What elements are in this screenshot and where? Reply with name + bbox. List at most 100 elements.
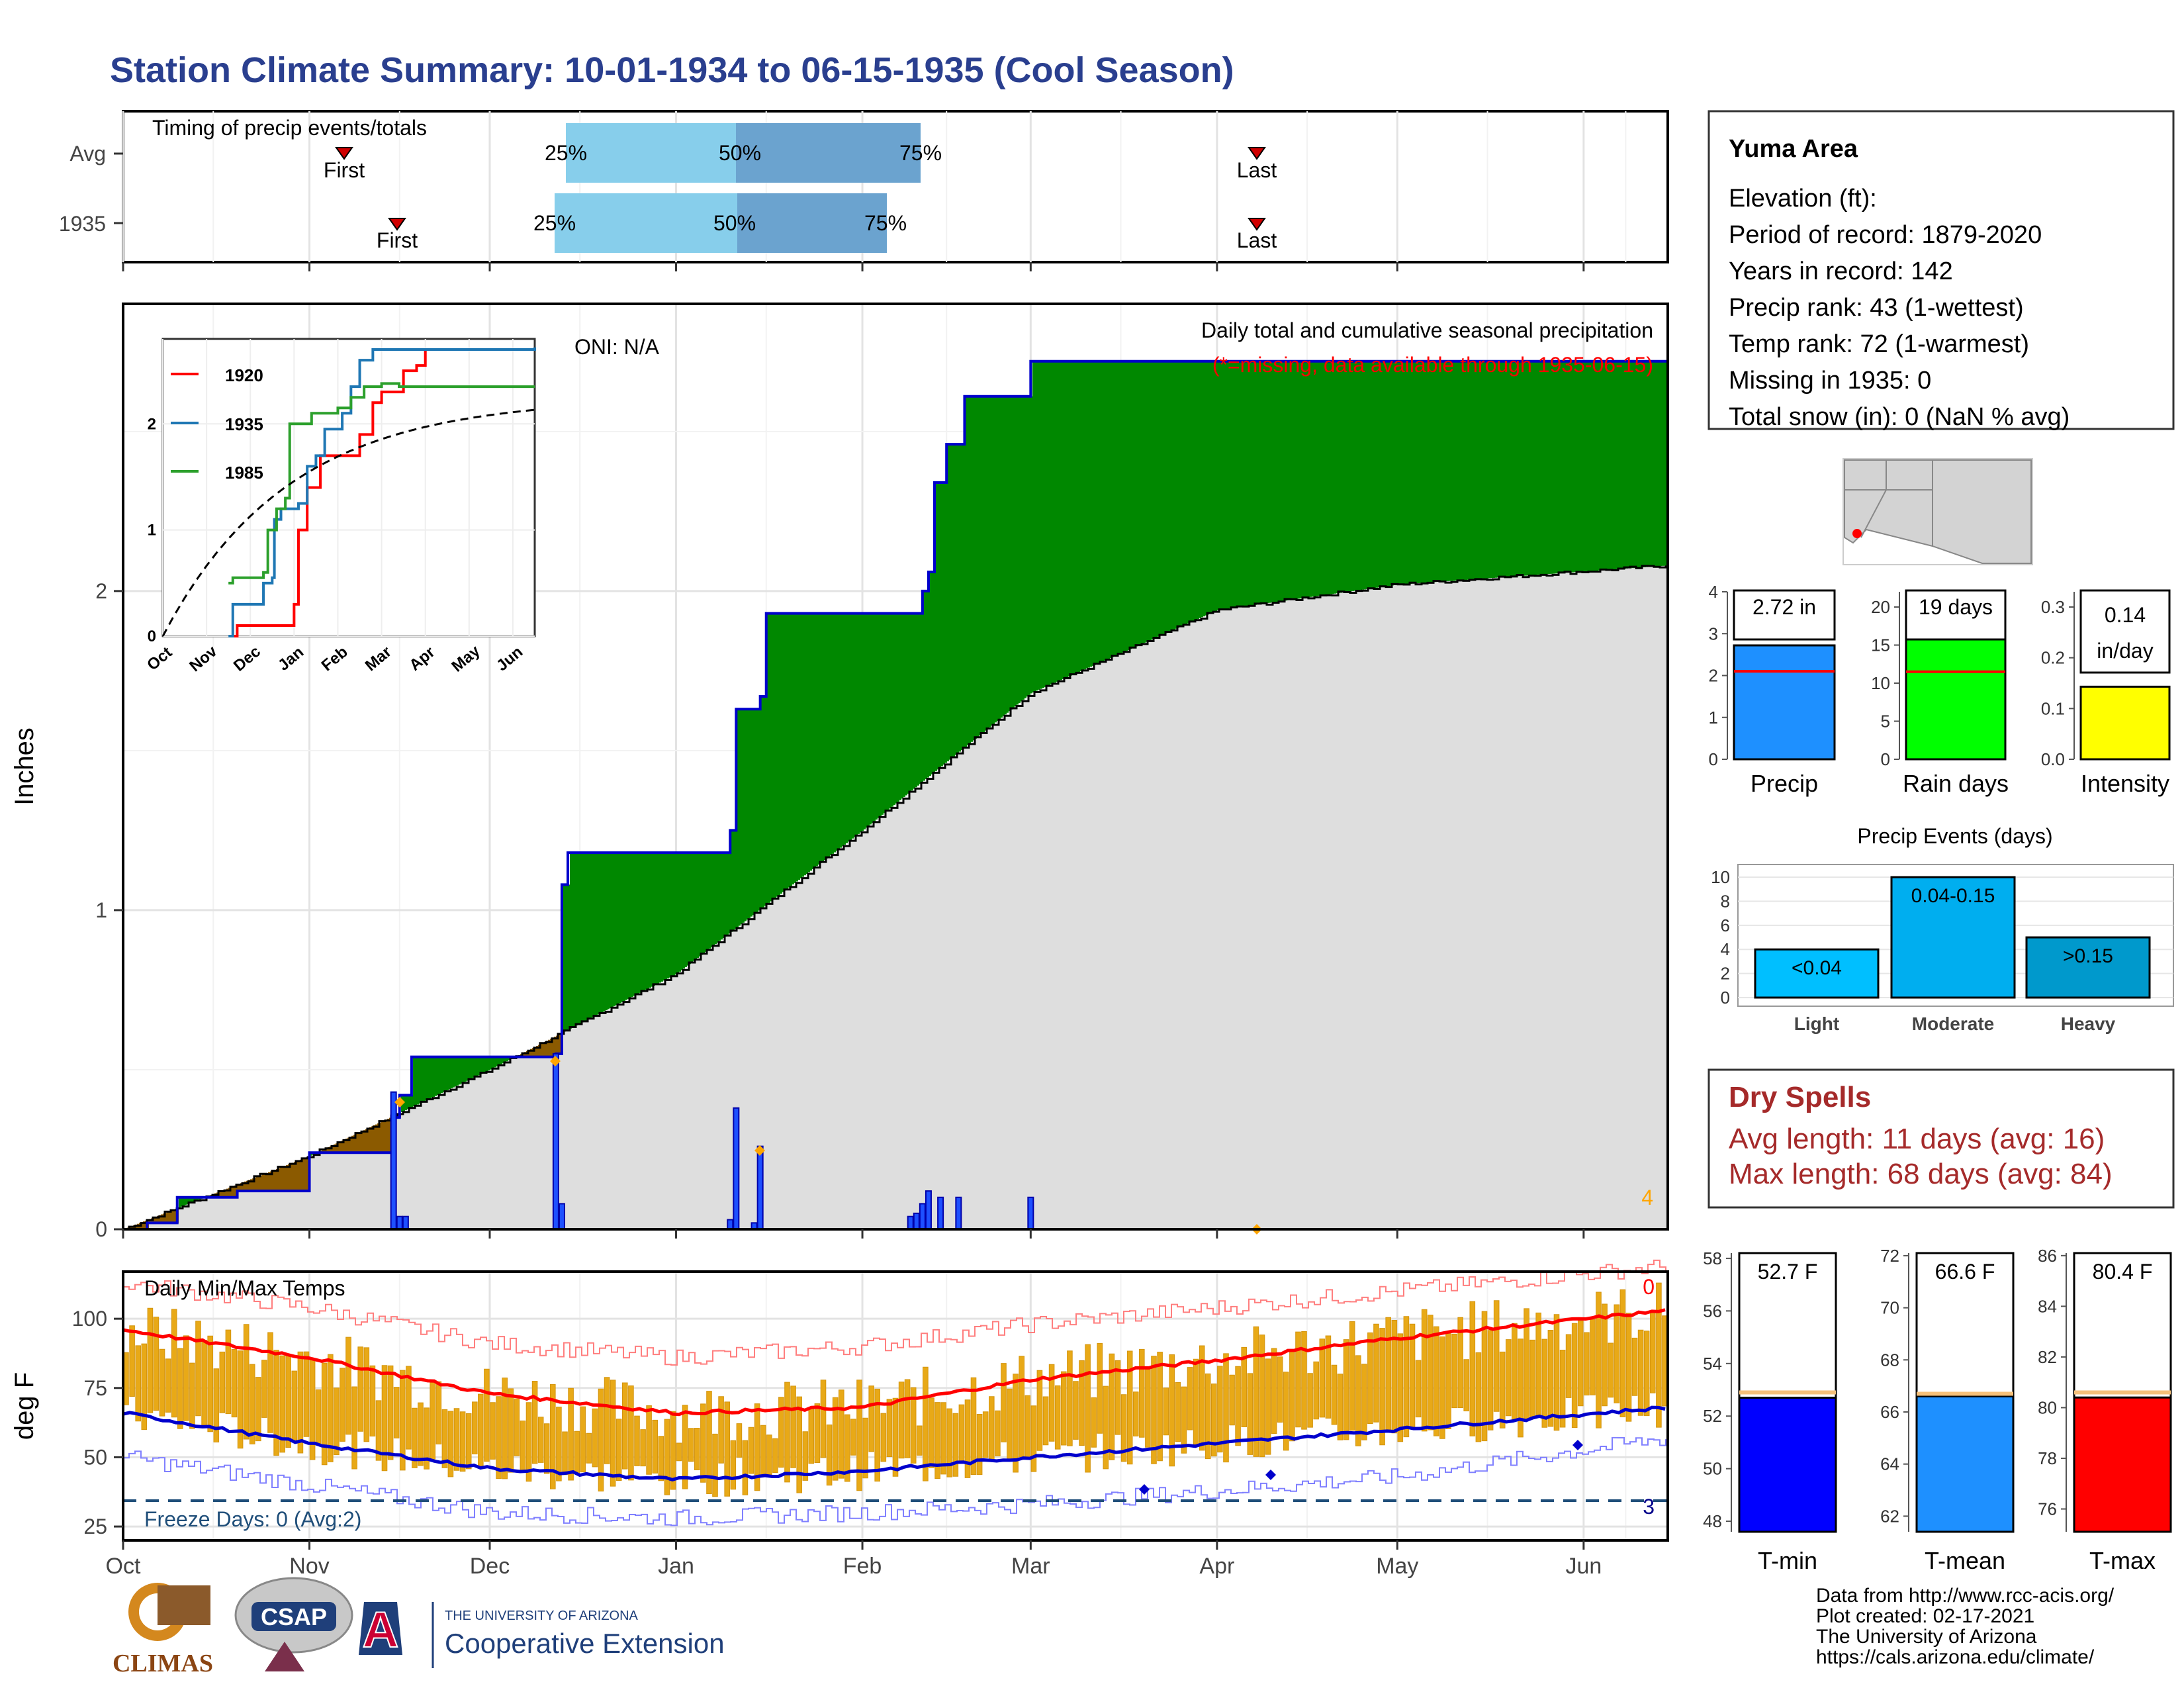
events-y-tick-1: 2: [1721, 964, 1730, 984]
record-min-line: [123, 1436, 1666, 1526]
record-low-count: 3: [1643, 1495, 1655, 1519]
events-y-tick-5: 10: [1711, 867, 1730, 887]
csap-mountain: [265, 1642, 304, 1671]
events-bar-light: [1754, 948, 1880, 999]
timing-1935-p25: 25%: [533, 211, 576, 235]
events-category-1: Moderate: [1912, 1013, 1994, 1034]
ua-logo: A THE UNIVERSITY OF ARIZONA Cooperative …: [359, 1601, 725, 1668]
precip-panel: 0 1 2 Inches ONI: N/A Daily total and cumu…: [10, 303, 1669, 1241]
timing-avg-first: First: [324, 158, 365, 182]
metric-tick-label-0-2: 2: [1709, 666, 1718, 686]
temperature-metric-bars: 48 50 52 54 56 58 52.7 F T-min 62 64 66 68 70 72 66.6 …: [1703, 1246, 2172, 1574]
events-bar-moderate: [1890, 876, 2016, 999]
timing-1935-first: First: [377, 228, 418, 252]
daily-precip-bar-11: [919, 1203, 926, 1230]
map-states: [1844, 459, 2032, 564]
timing-avg-last-marker: [1248, 147, 1266, 160]
csap-logo: CSAP: [234, 1577, 353, 1671]
climas-wordmark: CLIMAS: [113, 1650, 213, 1677]
metric-tick-label-1-2: 10: [1871, 673, 1890, 693]
avg-max-line: [122, 1308, 1666, 1417]
timing-1935-25-50: [555, 193, 737, 253]
events-y-tick-2: 4: [1721, 939, 1730, 959]
temp-bar-tick-label-2-5: 86: [2038, 1246, 2057, 1266]
station-period: Period of record: 1879-2020: [1729, 221, 2042, 249]
csap-wordmark: CSAP: [261, 1603, 327, 1630]
observed-cumulative-line: [123, 357, 1669, 1231]
temp-bar-label-0: T-min: [1758, 1547, 1817, 1574]
events-plot: 0 2 4 6 8 10 <0.04 Light 0.04-0.15 Moderate >0.15 H…: [1711, 867, 2173, 1034]
map-border-ca: [1860, 489, 1887, 538]
temp-bar-tick-label-1-1: 64: [1880, 1454, 1899, 1474]
timing-row-1935-label: 1935: [59, 212, 106, 236]
temp-bar-tick-label-1-4: 70: [1880, 1298, 1899, 1318]
record-high-count: 0: [1643, 1275, 1655, 1299]
station-years: Years in record: 142: [1729, 258, 1953, 285]
cold-marker-2: [1265, 1470, 1276, 1480]
temp-x-axis: Oct Nov Dec Jan Feb Mar Apr May Jun: [106, 1540, 1602, 1579]
footer-university: The University of Arizona: [1816, 1626, 2037, 1648]
metric-bar-0: [1733, 644, 1836, 761]
timing-avg-last: Last: [1237, 158, 1277, 182]
inset-y-tick-1: 1: [148, 522, 156, 539]
events-bar-label-2: >0.15: [2063, 945, 2113, 967]
precip-areas: [123, 357, 1669, 1231]
precip-metric-bars: 0 1 2 3 4 2.72 in Precip 0 5 10 15 20 19 days Rain da…: [1709, 582, 2171, 797]
metric-tick-label-2-2: 0.2: [2041, 648, 2065, 668]
daily-precip-bar-13: [937, 1196, 944, 1230]
month-label-mar: Mar: [1011, 1554, 1050, 1579]
month-label-apr: Apr: [1199, 1554, 1234, 1579]
temp-bar-tick-label-2-4: 84: [2038, 1296, 2057, 1316]
temp-bar-tick-label-1-0: 62: [1880, 1506, 1899, 1526]
temp-bar-tick-label-2-3: 82: [2038, 1347, 2057, 1367]
inset-line-1920: [232, 348, 535, 637]
precip-y-tick-label-0: 0: [95, 1217, 107, 1241]
footer-url: https://cals.arizona.edu/climate/: [1816, 1646, 2095, 1668]
precip-panel-title: Daily total and cumulative seasonal prec…: [1201, 318, 1653, 342]
timing-avg-50-75: [736, 123, 921, 183]
inset-legend-1935: 1935: [225, 414, 263, 434]
station-elevation: Elevation (ft):: [1729, 185, 1877, 212]
metric-unit-2: in/day: [2097, 639, 2153, 663]
station-temp-rank: Temp rank: 72 (1-warmest): [1729, 330, 2029, 358]
inset-legend-1920: 1920: [225, 365, 263, 385]
metric-tick-label-0-4: 4: [1709, 582, 1718, 602]
metric-value-box-2: [2079, 589, 2171, 674]
temp-bar-value-0: 52.7 F: [1758, 1260, 1818, 1284]
metric-value-0: 2.72 in: [1752, 595, 1816, 619]
footer-plot-created: Plot created: 02-17-2021: [1816, 1605, 2034, 1627]
daily-precip-bar-2: [402, 1215, 409, 1231]
temp-y-label: deg F: [10, 1372, 39, 1440]
metric-value-box-1: [1905, 589, 2007, 641]
station-info-frame: [1707, 110, 2175, 430]
missing-marker-1: [394, 1097, 405, 1107]
inset-frame: [161, 338, 536, 637]
avg-min-line: [122, 1405, 1666, 1481]
cold-marker-1: [1139, 1484, 1150, 1495]
precip-y-tick-label-2: 2: [95, 579, 107, 603]
events-y-tick-0: 0: [1721, 988, 1730, 1008]
daily-precip-bar-12: [925, 1190, 932, 1231]
daily-precip-bar-10: [913, 1212, 920, 1231]
dry-spells-box: Dry Spells Avg length: 11 days (avg: 16)…: [1707, 1068, 2175, 1209]
precip-y-tick-label-1: 1: [95, 898, 107, 922]
temp-frame: [122, 1270, 1669, 1542]
temp-bar-tick-label-0-2: 52: [1703, 1406, 1722, 1426]
inset-gridlines: [162, 339, 535, 637]
metric-tick-label-0-0: 0: [1709, 749, 1718, 769]
metric-bar-2: [2079, 685, 2171, 761]
dry-spells-max: Max length: 68 days (avg: 84): [1729, 1158, 2113, 1190]
daily-precip-bar-14: [955, 1196, 962, 1230]
temp-y-tick-label-1: 50: [83, 1445, 107, 1469]
metric-tick-label-2-3: 0.3: [2041, 597, 2065, 617]
temp-bar-tick-label-0-3: 54: [1703, 1354, 1722, 1374]
temp-bar-value-2: 80.4 F: [2093, 1260, 2153, 1284]
ua-shield: [359, 1602, 402, 1655]
metric-tick-label-0-1: 1: [1709, 708, 1718, 727]
events-bar-heavy: [2025, 936, 2151, 999]
temp-y-axis: 25 50 75 100: [72, 1307, 123, 1538]
ua-cooperative-extension: Cooperative Extension: [445, 1628, 725, 1659]
daily-precip-bar-3: [552, 1053, 559, 1230]
daily-precip-bar-4: [558, 1203, 565, 1230]
timing-avg-p75: 75%: [899, 141, 942, 165]
